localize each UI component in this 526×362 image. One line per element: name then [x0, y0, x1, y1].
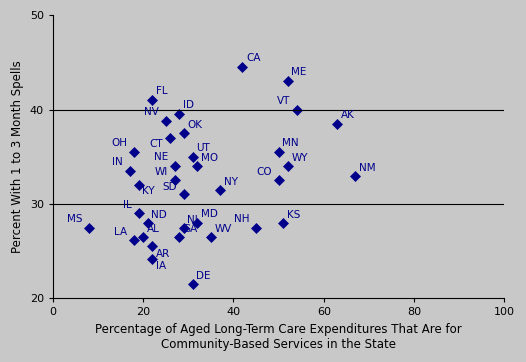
Text: CA: CA: [246, 53, 260, 63]
Text: LA: LA: [114, 227, 127, 237]
Text: AL: AL: [147, 224, 159, 234]
Text: NJ: NJ: [187, 215, 198, 225]
Text: AK: AK: [341, 110, 355, 120]
Text: UT: UT: [196, 143, 210, 153]
Text: MS: MS: [67, 214, 82, 224]
Text: ID: ID: [183, 100, 194, 110]
Text: ND: ND: [151, 210, 167, 220]
Text: WV: WV: [215, 224, 232, 234]
Text: KS: KS: [287, 210, 300, 220]
Text: IN: IN: [112, 157, 123, 167]
Text: SD: SD: [163, 182, 177, 191]
Text: OK: OK: [187, 120, 203, 130]
Text: ME: ME: [291, 67, 307, 77]
Text: NE: NE: [154, 152, 168, 163]
Text: OH: OH: [112, 138, 127, 148]
Text: IL: IL: [123, 199, 132, 210]
Text: KY: KY: [142, 186, 155, 196]
X-axis label: Percentage of Aged Long-Term Care Expenditures That Are for
Community-Based Serv: Percentage of Aged Long-Term Care Expend…: [95, 323, 462, 351]
Text: AR: AR: [156, 249, 170, 259]
Text: IA: IA: [156, 261, 166, 271]
Text: CT: CT: [150, 139, 164, 149]
Text: NV: NV: [144, 107, 159, 117]
Text: GA: GA: [183, 224, 198, 234]
Text: NH: NH: [234, 214, 249, 224]
Text: WI: WI: [155, 168, 168, 177]
Y-axis label: Percent With 1 to 3 Month Spells: Percent With 1 to 3 Month Spells: [11, 60, 24, 253]
Text: MO: MO: [201, 153, 218, 163]
Text: DE: DE: [196, 271, 211, 281]
Text: NY: NY: [224, 177, 238, 187]
Text: WY: WY: [291, 153, 308, 163]
Text: VT: VT: [277, 96, 290, 106]
Text: MD: MD: [201, 209, 218, 219]
Text: MN: MN: [282, 138, 299, 148]
Text: NM: NM: [359, 163, 376, 173]
Text: FL: FL: [156, 86, 167, 96]
Text: CO: CO: [256, 168, 272, 177]
